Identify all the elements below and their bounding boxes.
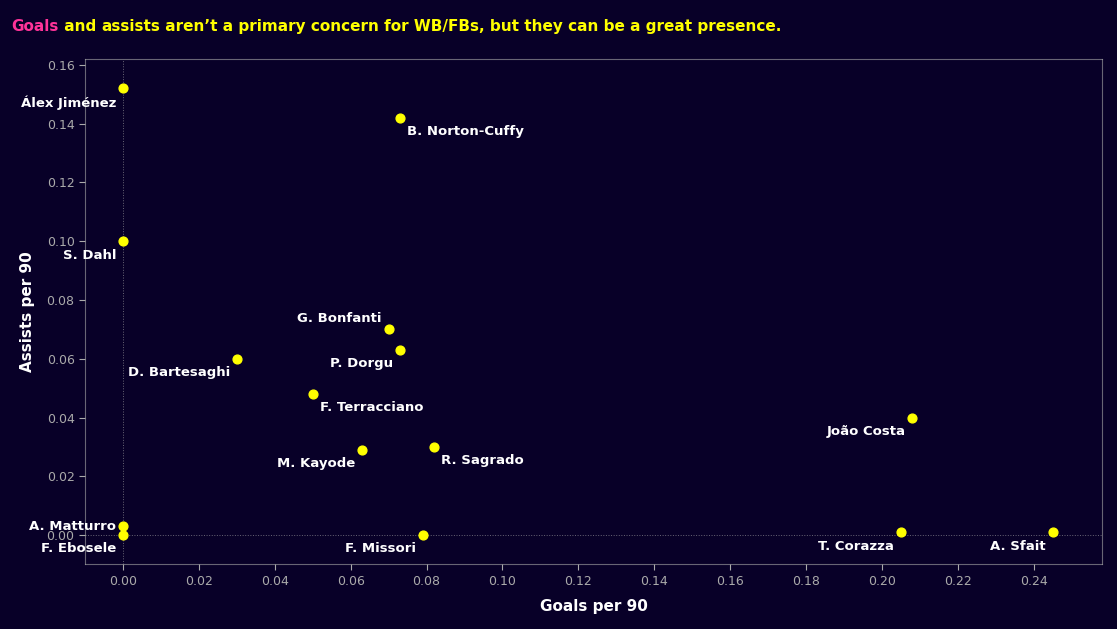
Point (114, 237, 132, 247)
Text: A. Sfait: A. Sfait (990, 540, 1046, 552)
Text: Álex Jiménez: Álex Jiménez (20, 95, 116, 109)
Text: aren’t a primary concern for WB/FBs, but they can be a great presence.: aren’t a primary concern for WB/FBs, but… (160, 19, 781, 34)
Point (413, 530, 431, 540)
Text: S. Dahl: S. Dahl (63, 248, 116, 262)
Point (380, 325, 398, 335)
Point (892, 527, 910, 537)
Point (391, 113, 409, 123)
Text: B. Norton-Cuffy: B. Norton-Cuffy (407, 125, 524, 138)
Text: Goals: Goals (11, 19, 58, 34)
Text: F. Terracciano: F. Terracciano (319, 401, 423, 415)
Point (1043, 527, 1061, 537)
Text: João Costa: João Costa (827, 425, 905, 438)
Text: A. Matturro: A. Matturro (29, 520, 116, 533)
Text: F. Ebosele: F. Ebosele (41, 542, 116, 555)
Point (353, 445, 371, 455)
Text: G. Bonfanti: G. Bonfanti (297, 312, 382, 325)
Point (114, 530, 132, 540)
Text: F. Missori: F. Missori (345, 542, 416, 555)
Text: assists: assists (101, 19, 160, 34)
Point (304, 389, 322, 399)
Text: and: and (58, 19, 101, 34)
Point (228, 353, 246, 364)
Text: T. Corazza: T. Corazza (818, 540, 894, 552)
Text: M. Kayode: M. Kayode (277, 457, 355, 470)
Text: R. Sagrado: R. Sagrado (441, 454, 524, 467)
Point (391, 345, 409, 355)
Point (114, 521, 132, 532)
Point (114, 84, 132, 94)
Y-axis label: Assists per 90: Assists per 90 (20, 252, 36, 372)
Text: P. Dorgu: P. Dorgu (330, 357, 393, 370)
X-axis label: Goals per 90: Goals per 90 (540, 599, 648, 614)
Point (904, 413, 922, 423)
Point (426, 442, 443, 452)
Text: D. Bartesaghi: D. Bartesaghi (127, 366, 230, 379)
